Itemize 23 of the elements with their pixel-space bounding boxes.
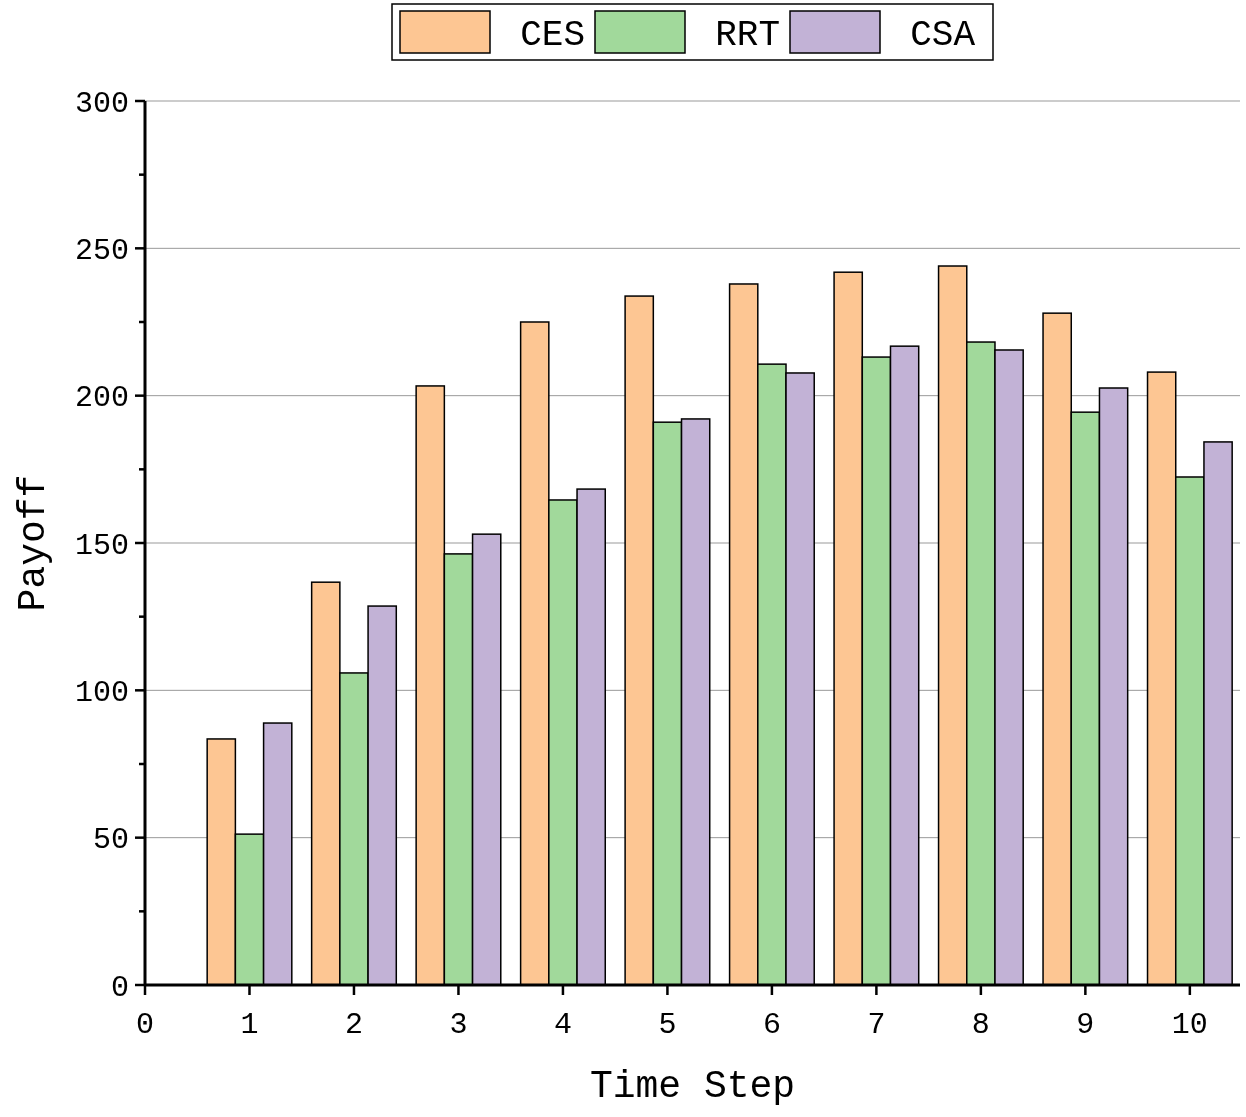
x-axis-title: Time Step (589, 1065, 796, 1108)
x-tick-label: 6 (762, 1008, 781, 1042)
legend-label: CES (520, 14, 585, 56)
legend-label: RRT (715, 14, 780, 56)
y-tick-label: 300 (74, 86, 129, 121)
y-tick-label: 250 (74, 233, 129, 268)
legend-label: CSA (910, 14, 976, 56)
x-tick-label: 5 (658, 1008, 677, 1042)
y-tick-label: 50 (92, 823, 129, 858)
x-tick-label: 1 (240, 1008, 259, 1042)
y-tick-label: 100 (74, 675, 129, 710)
x-tick-label: 0 (135, 1008, 155, 1042)
x-tick-label: 10 (1171, 1008, 1208, 1042)
x-tick-label: 8 (971, 1008, 990, 1042)
y-axis-title: Payoff (12, 474, 55, 612)
y-tick-label: 0 (110, 970, 129, 1005)
x-tick-label: 2 (344, 1008, 363, 1042)
x-tick-label: 7 (867, 1008, 886, 1042)
y-tick-label: 200 (74, 381, 129, 416)
y-tick-label: 150 (74, 528, 129, 563)
x-tick-label: 4 (553, 1008, 572, 1042)
x-tick-label: 9 (1076, 1008, 1095, 1042)
x-tick-label: 3 (449, 1008, 468, 1042)
